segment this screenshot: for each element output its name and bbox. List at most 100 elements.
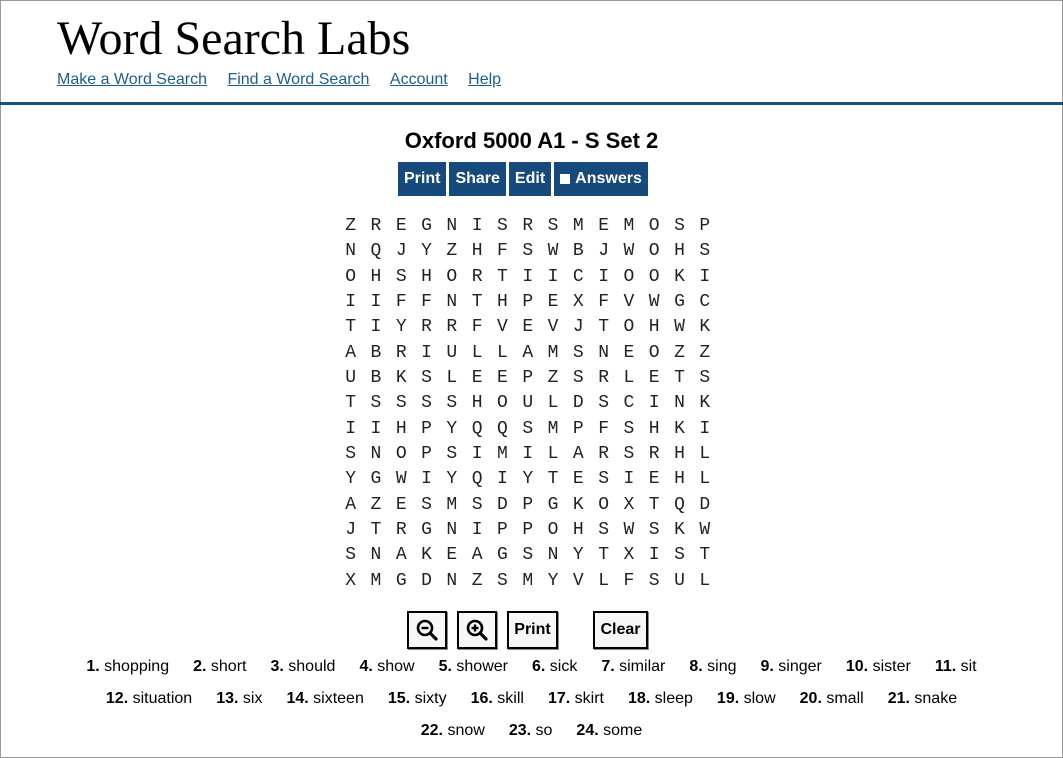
grid-cell[interactable]: E <box>547 292 559 313</box>
grid-cell[interactable]: T <box>370 520 382 541</box>
grid-cell[interactable]: N <box>370 444 382 465</box>
grid-cell[interactable]: P <box>522 520 534 541</box>
grid-cell[interactable]: N <box>345 241 357 262</box>
grid-cell[interactable]: W <box>623 241 635 262</box>
grid-cell[interactable]: N <box>674 393 685 414</box>
grid-cell[interactable]: S <box>446 393 458 414</box>
grid-cell[interactable]: A <box>345 494 357 515</box>
clear-button[interactable]: Clear <box>593 611 648 649</box>
grid-cell[interactable]: T <box>547 469 559 490</box>
grid-cell[interactable]: S <box>648 520 660 541</box>
grid-cell[interactable]: S <box>699 241 711 262</box>
grid-cell[interactable]: Q <box>674 494 685 515</box>
grid-cell[interactable]: G <box>547 494 559 515</box>
grid-cell[interactable]: S <box>547 216 559 236</box>
grid-cell[interactable]: V <box>547 317 559 338</box>
share-button[interactable]: Share <box>449 162 506 196</box>
grid-cell[interactable]: T <box>345 393 357 414</box>
grid-cell[interactable]: D <box>497 494 508 515</box>
grid-cell[interactable]: R <box>370 216 382 236</box>
grid-cell[interactable]: H <box>674 469 685 490</box>
grid-cell[interactable]: W <box>547 241 559 262</box>
grid-cell[interactable]: P <box>421 444 432 465</box>
grid-cell[interactable]: N <box>446 216 458 236</box>
grid-cell[interactable]: S <box>699 368 711 389</box>
grid-cell[interactable]: O <box>623 317 635 338</box>
grid-cell[interactable]: Z <box>345 216 357 236</box>
grid-cell[interactable]: D <box>572 393 584 414</box>
grid-cell[interactable]: P <box>522 292 534 313</box>
grid-cell[interactable]: E <box>395 494 407 515</box>
site-title[interactable]: Word Search Labs <box>57 12 411 65</box>
grid-cell[interactable]: M <box>547 418 559 439</box>
grid-cell[interactable]: A <box>471 545 483 566</box>
grid-cell[interactable]: C <box>699 292 711 313</box>
grid-cell[interactable]: G <box>370 469 382 490</box>
grid-cell[interactable]: F <box>421 292 432 313</box>
grid-cell[interactable]: H <box>648 418 660 439</box>
grid-cell[interactable]: S <box>370 393 382 414</box>
grid-cell[interactable]: S <box>674 545 685 566</box>
grid-cell[interactable]: R <box>395 520 407 541</box>
grid-cell[interactable]: B <box>370 342 382 363</box>
grid-cell[interactable]: V <box>623 292 635 313</box>
grid-cell[interactable]: S <box>395 266 407 287</box>
grid-cell[interactable]: S <box>471 494 483 515</box>
grid-cell[interactable]: A <box>395 545 407 566</box>
grid-cell[interactable]: H <box>497 292 508 313</box>
grid-cell[interactable]: Z <box>471 570 483 591</box>
grid-cell[interactable]: U <box>345 368 357 389</box>
grid-cell[interactable]: K <box>572 494 584 515</box>
grid-cell[interactable]: I <box>421 342 432 363</box>
grid-cell[interactable]: K <box>421 545 432 566</box>
grid-cell[interactable]: R <box>522 216 534 236</box>
answers-toggle[interactable]: Answers <box>554 162 648 196</box>
grid-cell[interactable]: I <box>623 469 635 490</box>
grid-cell[interactable]: K <box>674 520 685 541</box>
grid-cell[interactable]: W <box>395 469 407 490</box>
grid-cell[interactable]: S <box>497 216 508 236</box>
grid-cell[interactable]: M <box>522 570 534 591</box>
grid-cell[interactable]: H <box>471 241 483 262</box>
grid-cell[interactable]: L <box>699 469 711 490</box>
grid-cell[interactable]: V <box>572 570 584 591</box>
grid-cell[interactable]: S <box>522 545 534 566</box>
grid-cell[interactable]: A <box>522 342 534 363</box>
grid-cell[interactable]: E <box>623 342 635 363</box>
grid-cell[interactable]: I <box>699 266 711 287</box>
grid-cell[interactable]: N <box>370 545 382 566</box>
grid-cell[interactable]: M <box>370 570 382 591</box>
grid-cell[interactable]: Z <box>674 342 685 363</box>
grid-cell[interactable]: Z <box>699 342 711 363</box>
grid-cell[interactable]: K <box>674 418 685 439</box>
grid-cell[interactable]: I <box>370 418 382 439</box>
grid-cell[interactable]: L <box>446 368 458 389</box>
grid-cell[interactable]: W <box>699 520 711 541</box>
grid-cell[interactable]: S <box>674 216 685 236</box>
grid-cell[interactable]: R <box>648 444 660 465</box>
grid-cell[interactable]: P <box>497 520 508 541</box>
grid-cell[interactable]: H <box>471 393 483 414</box>
grid-cell[interactable]: I <box>471 216 483 236</box>
grid-cell[interactable]: O <box>648 342 660 363</box>
grid-cell[interactable]: K <box>699 317 711 338</box>
grid-cell[interactable]: I <box>522 444 534 465</box>
grid-cell[interactable]: S <box>395 393 407 414</box>
grid-cell[interactable]: U <box>674 570 685 591</box>
grid-cell[interactable]: W <box>648 292 660 313</box>
grid-cell[interactable]: D <box>699 494 711 515</box>
grid-cell[interactable]: Y <box>522 469 534 490</box>
grid-cell[interactable]: R <box>395 342 407 363</box>
grid-cell[interactable]: L <box>471 342 483 363</box>
grid-cell[interactable]: U <box>446 342 458 363</box>
grid-cell[interactable]: S <box>421 494 432 515</box>
grid-cell[interactable]: F <box>471 317 483 338</box>
grid-cell[interactable]: G <box>497 545 508 566</box>
grid-cell[interactable]: L <box>623 368 635 389</box>
grid-cell[interactable]: T <box>648 494 660 515</box>
zoom-out-button[interactable] <box>407 611 447 649</box>
grid-cell[interactable]: J <box>395 241 407 262</box>
nav-account[interactable]: Account <box>389 71 448 88</box>
grid-cell[interactable]: T <box>497 266 508 287</box>
